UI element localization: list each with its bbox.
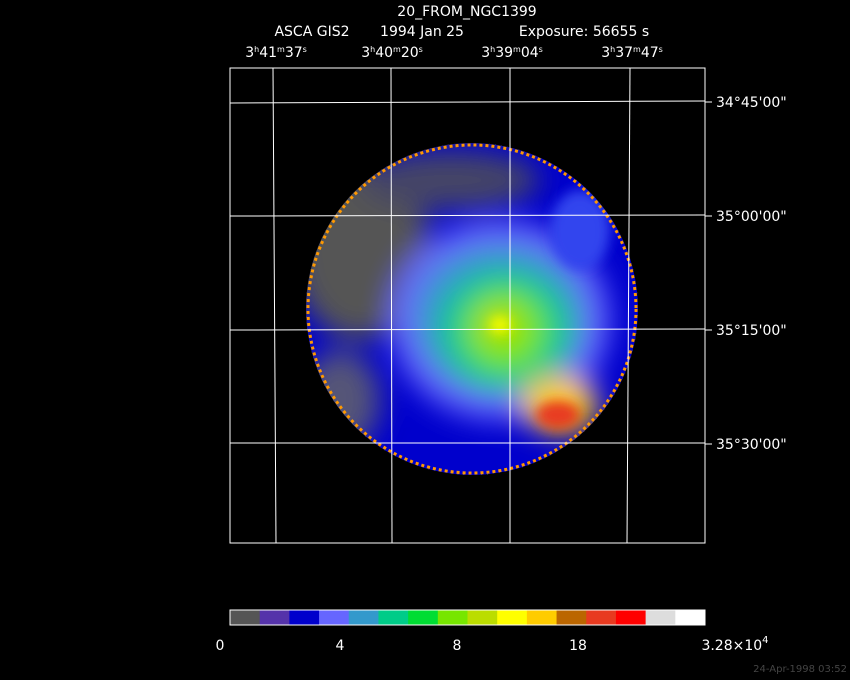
xray-image xyxy=(306,143,638,475)
colorbar-swatch xyxy=(259,610,290,625)
ra-unit: h xyxy=(610,45,615,54)
ra-value: 37 xyxy=(615,45,633,61)
ra-value: 3 xyxy=(245,45,254,61)
date: 1994 Jan 25 xyxy=(380,24,464,40)
ra-value: 3 xyxy=(601,45,610,61)
title: 20_FROM_NGC1399 xyxy=(397,4,536,20)
colorbar-swatch xyxy=(467,610,498,625)
colorbar-label: 4 xyxy=(336,638,345,654)
colorbar-swatch xyxy=(348,610,379,625)
ra-value: 3 xyxy=(361,45,370,61)
colorbar-label: 18 xyxy=(569,638,587,654)
ra-label: 3h41m37s xyxy=(245,45,307,61)
colorbar-exponent: 4 xyxy=(762,635,768,646)
ra-unit: s xyxy=(303,45,307,54)
colorbar-swatch xyxy=(437,610,468,625)
dec-grid-line xyxy=(229,328,706,331)
ra-unit: s xyxy=(419,45,423,54)
instrument: ASCA GIS2 xyxy=(274,24,349,40)
ra-value: 37 xyxy=(285,45,303,61)
ra-value: 41 xyxy=(259,45,277,61)
ra-label: 3h39m04s xyxy=(481,45,543,61)
dec-grid-line xyxy=(229,100,706,104)
ra-unit: h xyxy=(490,45,495,54)
ra-unit: h xyxy=(370,45,375,54)
ra-grid-line xyxy=(626,67,631,544)
dec-label: 35°30'00" xyxy=(716,437,787,453)
colorbar-swatch xyxy=(615,610,647,625)
colorbar-mantissa: 3.28×10 xyxy=(701,638,762,654)
colorbar-label: 8 xyxy=(453,638,462,654)
colorbar-swatch xyxy=(645,610,676,625)
colorbar-swatch xyxy=(408,610,439,625)
colorbar-swatch xyxy=(675,610,706,625)
ra-grid-line xyxy=(390,67,393,544)
ra-value: 47 xyxy=(641,45,659,61)
colorbar-frame xyxy=(229,609,706,626)
ra-label: 3h37m47s xyxy=(601,45,663,61)
colorbar-swatch xyxy=(319,610,350,625)
ra-unit: m xyxy=(633,45,641,54)
colorbar-swatch xyxy=(497,610,528,625)
ra-value: 04 xyxy=(521,45,539,61)
colorbar-swatch xyxy=(556,610,587,625)
colorbar-swatch xyxy=(586,610,617,625)
colorbar-label: 3.28×104 xyxy=(701,635,768,654)
ra-unit: h xyxy=(254,45,259,54)
ra-value: 20 xyxy=(401,45,419,61)
coordinate-grid xyxy=(229,67,706,544)
dec-label: 35°00'00" xyxy=(716,209,787,225)
image-frame xyxy=(229,67,706,544)
ra-unit: s xyxy=(539,45,543,54)
dec-label: 35°15'00" xyxy=(716,323,787,339)
ra-unit: m xyxy=(393,45,401,54)
ra-grid-line xyxy=(272,67,277,544)
ra-value: 40 xyxy=(375,45,393,61)
ra-value: 3 xyxy=(481,45,490,61)
dec-grid-line xyxy=(229,214,706,217)
timestamp: 24-Apr-1998 03:52 xyxy=(753,664,847,675)
ra-unit: m xyxy=(277,45,285,54)
colorbar-swatch xyxy=(526,610,558,625)
colorbar-swatch xyxy=(230,610,261,625)
dec-label: 34°45'00" xyxy=(716,95,787,111)
colorbar-swatch xyxy=(289,610,320,625)
ra-unit: s xyxy=(659,45,663,54)
exposure: Exposure: 56655 s xyxy=(519,24,649,40)
colorbar-swatch xyxy=(378,610,409,625)
ra-unit: m xyxy=(513,45,521,54)
ra-label: 3h40m20s xyxy=(361,45,423,61)
ra-value: 39 xyxy=(495,45,513,61)
colorbar-label: 0 xyxy=(216,638,225,654)
